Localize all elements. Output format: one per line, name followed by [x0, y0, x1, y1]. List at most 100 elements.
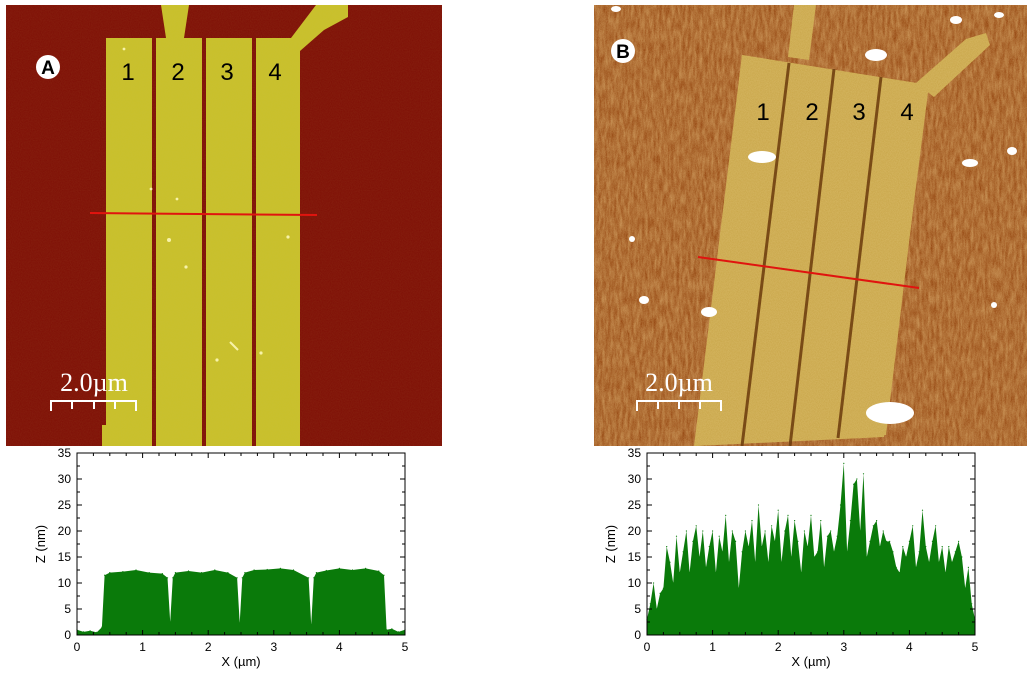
- profile-point-b: [725, 514, 727, 516]
- profile-point-b: [705, 566, 707, 568]
- afm-image-a: A 1 2 3 4 2.0µm: [6, 5, 442, 446]
- profile-point-b: [682, 551, 684, 553]
- profile-point-a: [325, 569, 327, 572]
- y-tick-label-a: 30: [58, 472, 72, 486]
- y-tick-label-a: 35: [58, 446, 72, 460]
- profile-point-b: [735, 540, 737, 542]
- profile-point-b: [718, 535, 720, 537]
- profile-point-a: [310, 624, 312, 626]
- lane-number-4-b: 4: [900, 99, 913, 126]
- afm-image-b: B 1 2 3 4 2.0µm: [594, 5, 1027, 446]
- profile-point-a: [244, 572, 246, 574]
- profile-point-b: [882, 530, 884, 532]
- panel-label-b: B: [616, 42, 630, 63]
- profile-point-b: [843, 462, 845, 464]
- profile-point-a: [169, 621, 171, 623]
- profile-point-a: [96, 631, 98, 633]
- x-tick-label-b: 1: [709, 640, 716, 654]
- profile-point-b: [787, 514, 789, 516]
- lane-number-3-a: 3: [220, 59, 233, 86]
- y-tick-label-a: 25: [58, 498, 72, 512]
- profile-point-b: [810, 514, 812, 516]
- profile-point-b: [728, 561, 730, 563]
- profile-point-a: [161, 573, 163, 575]
- profile-line-b: [697, 256, 920, 289]
- profile-point-b: [757, 504, 760, 506]
- x-tick-label-b: 3: [840, 640, 847, 654]
- y-tick-label-b: 35: [628, 446, 642, 460]
- debris-a: [122, 47, 290, 362]
- lane-number-1-a: 1: [121, 59, 134, 86]
- profile-point-a: [308, 577, 310, 579]
- profile-point-b: [712, 530, 714, 532]
- particles-b: [611, 6, 1017, 424]
- profile-plot-a-svg: 0 5 10 15 20 25 30 35 0 1 2 3 4 5 X (µm) Z (nm): [33, 446, 409, 669]
- profile-point-a: [101, 626, 103, 628]
- profile-point-b: [954, 551, 956, 553]
- y-tick-label-b: 30: [628, 472, 642, 486]
- profile-point-a: [201, 572, 203, 574]
- profile-point-b: [708, 546, 710, 548]
- x-tick-label-a: 0: [74, 640, 81, 654]
- profile-point-a: [227, 572, 229, 574]
- profile-point-b: [780, 561, 783, 563]
- profile-point-b: [935, 525, 937, 527]
- profile-point-a: [313, 577, 315, 579]
- profile-plot-a: 0 5 10 15 20 25 30 35 0 1 2 3 4 5 X (µm) Z (nm): [30, 445, 440, 675]
- profile-point-a: [104, 574, 106, 576]
- x-tick-label-b: 0: [644, 640, 651, 654]
- profile-point-b: [748, 546, 750, 548]
- y-tick-label-b: 15: [628, 550, 642, 564]
- profile-point-b: [902, 546, 904, 548]
- profile-point-b: [931, 540, 933, 542]
- profile-point-b: [656, 608, 658, 610]
- profile-point-b: [692, 540, 694, 542]
- profile-point-b: [685, 530, 687, 532]
- profile-point-a: [279, 567, 281, 569]
- profile-point-b: [866, 556, 868, 558]
- profile-point-b: [872, 525, 874, 527]
- profile-point-b: [967, 566, 969, 568]
- profile-point-a: [174, 572, 176, 574]
- profile-point-a: [338, 567, 340, 569]
- profile-point-a: [292, 569, 295, 571]
- profile-point-b: [941, 546, 943, 548]
- profile-point-b: [944, 572, 947, 574]
- profile-point-b: [817, 551, 819, 553]
- profile-point-b: [879, 546, 881, 548]
- x-tick-label-b: 2: [775, 640, 782, 654]
- profile-point-b: [899, 572, 901, 574]
- profile-point-b: [797, 540, 799, 542]
- profile-point-a: [351, 569, 354, 571]
- y-tick-label-b: 5: [634, 602, 641, 616]
- profile-area-a: [77, 568, 405, 635]
- y-tick-label-b: 25: [628, 498, 642, 512]
- y-tick-label-b: 0: [634, 628, 641, 642]
- x-tick-label-a: 4: [336, 640, 343, 654]
- lane-gaps-b: [740, 62, 883, 446]
- x-axis-title-b: X (µm): [791, 654, 830, 669]
- lane-number-1-b: 1: [756, 99, 769, 126]
- profile-point-b: [721, 551, 723, 553]
- profile-point-b: [839, 504, 842, 506]
- x-tick-label-a: 5: [402, 640, 409, 654]
- profile-point-b: [918, 551, 920, 553]
- profile-point-a: [89, 630, 91, 632]
- y-tick-label-a: 15: [58, 550, 72, 564]
- profile-point-b: [908, 540, 910, 542]
- profile-point-b: [938, 561, 940, 563]
- profile-point-b: [846, 551, 848, 553]
- profile-point-b: [826, 535, 828, 537]
- profile-point-b: [830, 530, 832, 532]
- profile-plot-b: 0 5 10 15 20 25 30 35 0 1 2 3 4 5 X (µm) Z (nm): [600, 445, 1020, 675]
- scale-bar-label-a: 2.0µm: [60, 368, 128, 397]
- profile-point-b: [853, 483, 855, 485]
- profile-point-b: [862, 473, 865, 475]
- profile-point-b: [659, 592, 661, 594]
- y-tick-label-b: 20: [628, 524, 642, 538]
- y-axis-title-b: Z (nm): [603, 525, 618, 563]
- scale-bar-b: [636, 400, 722, 411]
- x-tick-label-a: 1: [139, 640, 146, 654]
- profile-point-a: [239, 622, 241, 624]
- profile-point-b: [675, 535, 678, 537]
